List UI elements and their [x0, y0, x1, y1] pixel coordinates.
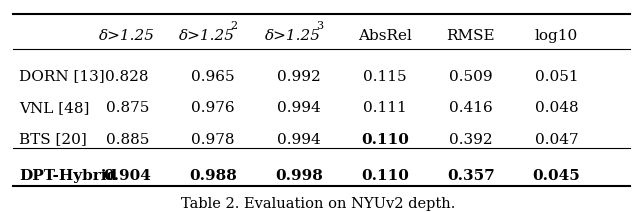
Text: 0.509: 0.509	[449, 70, 492, 84]
Text: 0.357: 0.357	[446, 169, 495, 183]
Text: 0.994: 0.994	[277, 101, 321, 115]
Text: 0.998: 0.998	[275, 169, 323, 183]
Text: 0.045: 0.045	[532, 169, 581, 183]
Text: RMSE: RMSE	[446, 29, 495, 43]
Text: 0.875: 0.875	[106, 101, 149, 115]
Text: 0.976: 0.976	[191, 101, 235, 115]
Text: 0.110: 0.110	[361, 132, 409, 146]
Text: 0.965: 0.965	[191, 70, 235, 84]
Text: δ>1.25: δ>1.25	[265, 29, 321, 43]
Text: log10: log10	[535, 29, 578, 43]
Text: 0.110: 0.110	[361, 169, 409, 183]
Text: 0.992: 0.992	[277, 70, 321, 84]
Text: DPT-Hybrid: DPT-Hybrid	[19, 169, 117, 183]
Text: BTS [20]: BTS [20]	[19, 132, 87, 146]
Text: 2: 2	[230, 21, 238, 31]
Text: 0.885: 0.885	[106, 132, 149, 146]
Text: 0.047: 0.047	[535, 132, 578, 146]
Text: 0.994: 0.994	[277, 132, 321, 146]
Text: 0.392: 0.392	[449, 132, 492, 146]
Text: 0.978: 0.978	[191, 132, 235, 146]
Text: Table 2. Evaluation on NYUv2 depth.: Table 2. Evaluation on NYUv2 depth.	[181, 197, 455, 211]
Text: 0.988: 0.988	[189, 169, 237, 183]
Text: DORN [13]: DORN [13]	[19, 70, 105, 84]
Text: 0.416: 0.416	[449, 101, 492, 115]
Text: VNL [48]: VNL [48]	[19, 101, 90, 115]
Text: 0.048: 0.048	[535, 101, 578, 115]
Text: 0.115: 0.115	[363, 70, 406, 84]
Text: 0.111: 0.111	[363, 101, 406, 115]
Text: 0.051: 0.051	[535, 70, 578, 84]
Text: AbsRel: AbsRel	[358, 29, 411, 43]
Text: δ>1.25: δ>1.25	[99, 29, 155, 43]
Text: δ>1.25: δ>1.25	[179, 29, 235, 43]
Text: 0.828: 0.828	[106, 70, 149, 84]
Text: 3: 3	[316, 21, 324, 31]
Text: 0.904: 0.904	[103, 169, 151, 183]
